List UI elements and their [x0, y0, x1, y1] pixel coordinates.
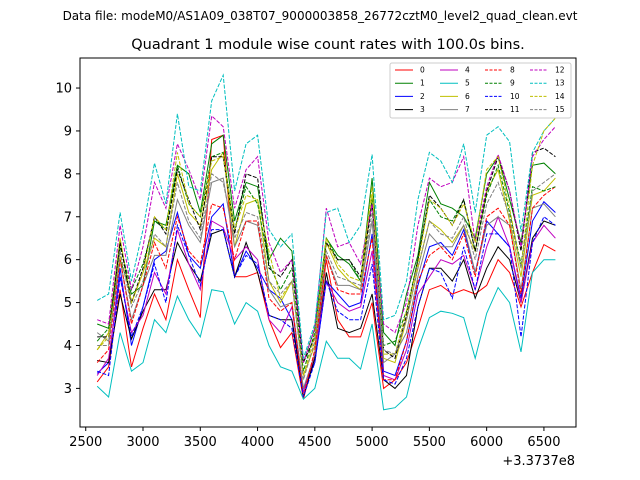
legend-label-14: 14 [555, 92, 565, 101]
legend-label-1: 1 [420, 79, 425, 88]
legend-label-9: 9 [510, 79, 515, 88]
x-tick-label: 3500 [184, 435, 217, 450]
series-3-line [97, 220, 556, 398]
x-tick-label: 2500 [69, 435, 102, 450]
x-tick-label: 4000 [241, 435, 274, 450]
y-tick-label: 8 [64, 167, 72, 182]
x-tick-label: 5500 [413, 435, 446, 450]
legend-label-3: 3 [420, 105, 425, 114]
x-axis: 2500 3000 3500 4000 4500 5000 5500 6000 6500 [69, 427, 560, 450]
series-8-line [96, 186, 556, 398]
legend-label-4: 4 [465, 66, 470, 75]
legend-label-13: 13 [555, 79, 565, 88]
series-13-line [96, 73, 556, 359]
y-tick-label: 4 [64, 339, 72, 354]
series-12-line [97, 114, 556, 363]
series-layer [96, 73, 556, 411]
legend-label-6: 6 [465, 92, 470, 101]
x-tick-label: 6000 [470, 435, 503, 450]
x-tick-label: 4500 [298, 435, 331, 450]
legend-label-11: 11 [510, 105, 520, 114]
legend-label-12: 12 [555, 66, 565, 75]
series-11-line [97, 147, 556, 365]
legend-label-8: 8 [510, 66, 515, 75]
series-5-line [96, 259, 556, 411]
y-tick-label: 6 [64, 253, 72, 268]
x-tick-label: 3000 [126, 435, 159, 450]
legend-label-0: 0 [420, 66, 425, 75]
series-15-line [97, 172, 556, 380]
legend-box [389, 62, 572, 119]
x-tick-label: 5000 [356, 435, 389, 450]
legend-label-15: 15 [555, 105, 565, 114]
x-axis-offset-label: +3.3737e8 [502, 454, 575, 469]
legend-label-7: 7 [465, 105, 470, 114]
data-file-label: Data file: modeM0/AS1A09_038T07_90000038… [63, 9, 578, 23]
y-tick-label: 7 [64, 210, 72, 225]
y-tick-label: 9 [64, 124, 72, 139]
legend-label-10: 10 [510, 92, 520, 101]
y-axis: 3 4 5 6 7 8 9 10 [55, 82, 80, 397]
y-tick-label: 3 [64, 382, 72, 397]
y-tick-label: 10 [55, 82, 72, 97]
x-tick-label: 6500 [527, 435, 560, 450]
series-14-line [96, 117, 556, 376]
series-10-line [97, 216, 556, 398]
series-6-line [96, 151, 556, 376]
chart-title: Quadrant 1 module wise count rates with … [131, 37, 525, 53]
legend-label-5: 5 [465, 79, 470, 88]
y-tick-label: 5 [64, 296, 72, 311]
legend-label-2: 2 [420, 92, 425, 101]
plot-area-frame [79, 57, 577, 428]
